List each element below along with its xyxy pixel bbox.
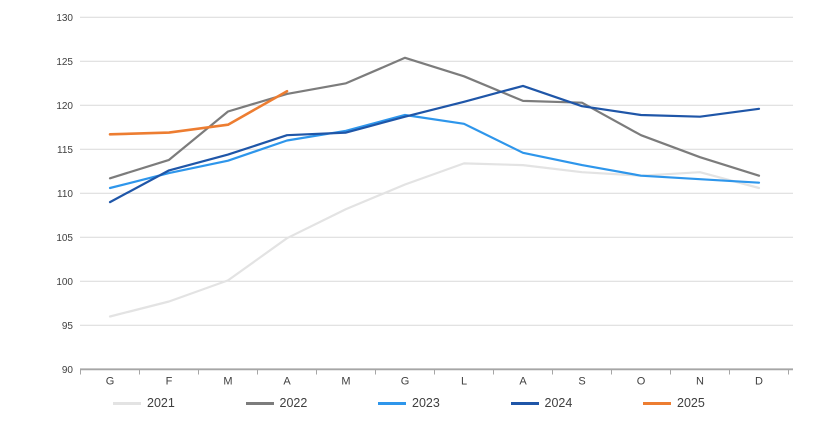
legend-label: 2021 bbox=[147, 396, 175, 410]
x-axis-label: G bbox=[401, 376, 410, 388]
legend: 2021 2022 2023 2024 2025 bbox=[0, 393, 820, 417]
y-axis-label: 130 bbox=[56, 13, 73, 24]
legend-item-2024: 2024 bbox=[510, 393, 573, 413]
legend-label: 2022 bbox=[279, 396, 308, 410]
y-axis-label: 95 bbox=[62, 321, 74, 332]
series-line-2022 bbox=[108, 56, 761, 180]
legend-swatch-2024 bbox=[510, 401, 539, 405]
x-axis-label: A bbox=[519, 376, 527, 388]
y-axis-label: 110 bbox=[57, 189, 73, 200]
x-axis-label: M bbox=[223, 376, 232, 388]
series-line-2023 bbox=[108, 113, 761, 190]
series-line-2025 bbox=[108, 89, 289, 136]
x-axis-label: L bbox=[461, 376, 467, 388]
y-axis-label: 125 bbox=[56, 57, 73, 68]
y-axis-label: 115 bbox=[57, 145, 73, 156]
x-axis-label: N bbox=[696, 376, 704, 388]
legend-label: 2025 bbox=[677, 396, 705, 410]
legend-item-2022: 2022 bbox=[245, 393, 308, 413]
series-line-2024 bbox=[108, 84, 761, 204]
legend-label: 2024 bbox=[544, 396, 573, 410]
legend-swatch-2023 bbox=[378, 401, 406, 405]
legend-label: 2023 bbox=[412, 396, 440, 410]
legend-swatch-2025 bbox=[643, 401, 671, 405]
legend-item-2021: 2021 bbox=[113, 393, 175, 413]
x-axis-label: G bbox=[106, 376, 115, 388]
y-axis-label: 90 bbox=[62, 365, 74, 376]
y-axis-label: 105 bbox=[56, 233, 73, 244]
x-axis-label: O bbox=[637, 376, 646, 388]
x-axis-label: S bbox=[578, 376, 585, 388]
y-axis-label: 120 bbox=[56, 101, 73, 112]
y-axis-label: 100 bbox=[56, 277, 73, 288]
legend-swatch-2022 bbox=[245, 401, 274, 405]
x-axis-label: M bbox=[341, 376, 350, 388]
x-axis-label: D bbox=[755, 376, 763, 388]
x-axis-label: F bbox=[166, 376, 173, 388]
legend-swatch-2021 bbox=[113, 401, 141, 405]
series-line-2021 bbox=[108, 162, 761, 318]
legend-item-2025: 2025 bbox=[643, 393, 705, 413]
legend-item-2023: 2023 bbox=[378, 393, 440, 413]
x-axis-label: A bbox=[283, 376, 291, 388]
